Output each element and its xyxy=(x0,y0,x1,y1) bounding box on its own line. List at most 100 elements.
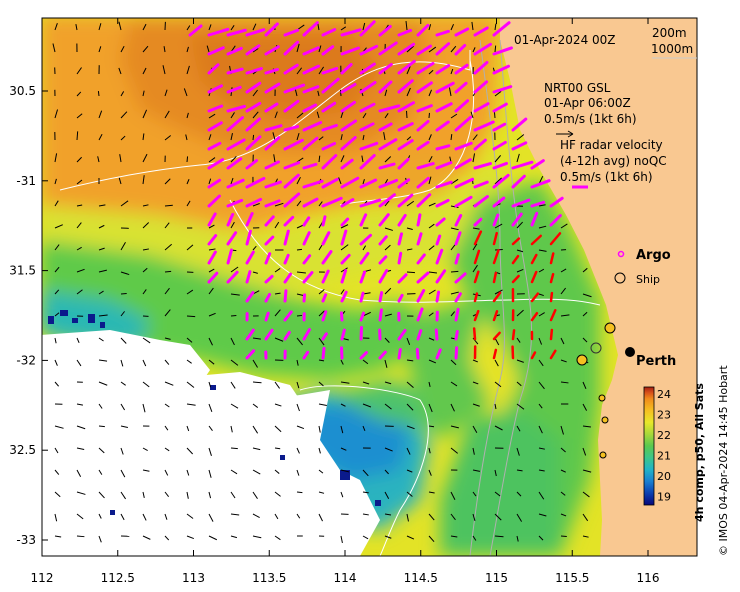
radar-arrow xyxy=(264,102,279,113)
model-arrow xyxy=(274,447,281,450)
model-arrow xyxy=(54,447,59,454)
nearshore-arrow xyxy=(473,309,480,322)
model-arrow xyxy=(362,179,365,185)
model-arrow xyxy=(471,21,474,31)
radar-arrow xyxy=(283,253,290,265)
model-arrow xyxy=(186,179,190,185)
model-arrow xyxy=(142,133,145,141)
model-arrow xyxy=(362,359,369,365)
radar-arrow xyxy=(283,289,288,303)
radar-arrow xyxy=(302,103,318,113)
model-arrow xyxy=(296,381,300,389)
argo-label: Argo xyxy=(636,248,671,263)
nearshore-arrow xyxy=(530,270,538,284)
radar-arrow xyxy=(530,200,546,208)
model-arrow xyxy=(230,447,238,450)
model-arrow xyxy=(516,447,520,456)
model-arrow xyxy=(384,227,393,231)
model-arrow xyxy=(296,337,303,346)
x-tick-label: 113.5 xyxy=(252,571,286,585)
radar-arrow xyxy=(511,174,526,189)
radar-arrow xyxy=(416,104,433,113)
model-arrow xyxy=(54,22,58,31)
model-arrow xyxy=(76,246,82,251)
model-arrow xyxy=(428,469,432,476)
radar-arrow xyxy=(207,63,220,75)
model-arrow xyxy=(384,287,392,295)
radar-arrow xyxy=(207,212,217,227)
radar-arrow xyxy=(340,135,357,151)
radar-arrow xyxy=(511,212,523,227)
radar-arrow xyxy=(397,42,416,56)
radar-arrow xyxy=(378,41,398,56)
radar-arrow xyxy=(397,157,410,170)
model-arrow xyxy=(186,381,195,388)
model-arrow xyxy=(296,271,306,274)
model-arrow xyxy=(98,247,105,251)
model-arrow xyxy=(560,513,567,517)
radar-arrow xyxy=(397,122,414,132)
model-arrow xyxy=(142,513,147,521)
model-arrow xyxy=(538,491,545,500)
model-arrow xyxy=(120,513,125,521)
model-arrow xyxy=(384,513,392,516)
model-arrow xyxy=(186,65,190,75)
radar-arrow xyxy=(435,29,450,37)
radar-arrow xyxy=(416,253,426,265)
model-arrow xyxy=(384,447,393,452)
radar-arrow xyxy=(264,124,283,132)
radar-arrow xyxy=(397,213,407,227)
model-arrow xyxy=(362,469,369,477)
radar-arrow xyxy=(339,346,344,360)
model-arrow xyxy=(230,266,239,273)
model-arrow xyxy=(582,469,592,473)
model-arrow xyxy=(76,179,83,185)
colorbar-ramp xyxy=(643,386,655,506)
radar-arrow xyxy=(473,162,492,170)
model-arrow xyxy=(582,337,588,343)
radar-arrow xyxy=(511,141,528,151)
radar-arrow xyxy=(340,328,346,341)
radar-arrow xyxy=(416,213,422,227)
model-arrow xyxy=(230,133,233,141)
radar-arrow xyxy=(321,231,331,246)
model-arrow xyxy=(230,513,240,516)
model-arrow xyxy=(296,43,300,53)
radar-arrow xyxy=(492,196,506,208)
model-arrow xyxy=(98,491,105,499)
model-arrow xyxy=(450,68,454,75)
radar-arrow xyxy=(245,44,261,56)
radar-arrow xyxy=(302,271,314,284)
radar-arrow xyxy=(416,119,430,132)
radar-arrow xyxy=(245,212,254,227)
radar-arrow xyxy=(321,310,328,322)
nearshore-arrow xyxy=(473,249,481,265)
model-arrow xyxy=(142,222,150,229)
model-arrow xyxy=(118,21,122,31)
radar-arrow xyxy=(492,173,510,189)
model-arrow xyxy=(76,131,79,141)
model-arrow xyxy=(164,110,170,119)
radar-arrow xyxy=(302,293,307,303)
model-arrow xyxy=(318,403,327,407)
model-arrow xyxy=(362,425,366,431)
colorbar-tick-label: 23 xyxy=(657,409,671,422)
nearshore-arrow xyxy=(530,351,537,360)
x-tick-label: 115.5 xyxy=(555,571,589,585)
radar-arrow xyxy=(321,346,326,360)
model-arrow xyxy=(120,447,124,455)
model-arrow xyxy=(340,403,346,407)
radar-arrow xyxy=(226,104,247,113)
model-arrow xyxy=(274,513,279,520)
model-arrow xyxy=(164,513,168,520)
model-arrow xyxy=(538,535,544,541)
radar-arrow xyxy=(283,125,300,132)
hf-title: HF radar velocity xyxy=(560,138,663,152)
colorbar-tick-label: 22 xyxy=(657,429,671,442)
model-arrow xyxy=(340,381,350,384)
model-arrow xyxy=(164,287,170,295)
model-arrow xyxy=(296,293,305,297)
model-arrow xyxy=(206,45,210,53)
model-arrow xyxy=(230,491,236,499)
model-arrow xyxy=(362,381,370,385)
